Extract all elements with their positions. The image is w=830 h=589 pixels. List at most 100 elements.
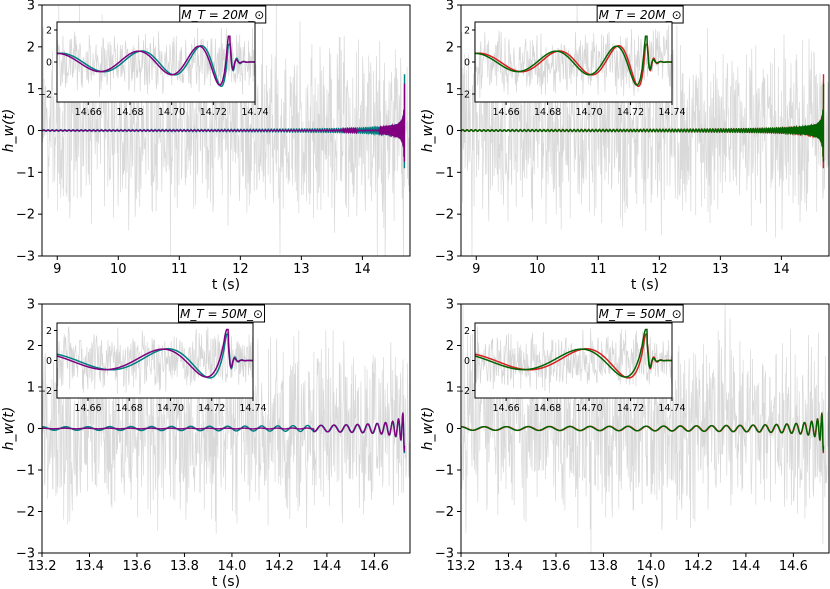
y-tick-label: −2 [435, 208, 454, 223]
mass-label: M_T = 20M_⊙ [596, 5, 684, 24]
inset-plot [57, 27, 255, 97]
mass-label: M_T = 50M_⊙ [596, 304, 684, 323]
x-tick-label: 9 [472, 262, 480, 277]
inset-y-tick-label: 0 [46, 58, 52, 69]
inset-x-tick-label: 14.66 [493, 403, 520, 414]
x-tick-label: 14.4 [731, 559, 760, 574]
inset-plot [475, 25, 672, 99]
inset-series-reconstruction [57, 35, 255, 86]
inset-x-tick-label: 14.70 [575, 403, 602, 414]
x-tick-label: 10 [110, 262, 127, 277]
inset-x-tick-label: 14.74 [658, 107, 685, 118]
inset-series-noise [57, 27, 255, 97]
x-tick-label: 14.2 [684, 559, 713, 574]
inset: 14.66 14.68 14.70 14.72 14.74 −2 0 2 [38, 21, 269, 118]
inset-x-tick-label: 14.72 [617, 403, 644, 414]
y-tick-label: 2 [27, 339, 35, 354]
x-tick-label: 14.6 [360, 559, 389, 574]
inset-plot [475, 326, 672, 393]
plot-area [42, 5, 410, 256]
inset-x-tick-label: 14.68 [116, 403, 143, 414]
inset-y-tick-label: −2 [456, 90, 470, 101]
inset-series-noise [57, 326, 253, 395]
y-tick-label: 0 [27, 124, 35, 139]
inset-x-tick-label: 14.74 [658, 403, 685, 414]
series-noise [461, 304, 829, 553]
plot-area [461, 5, 829, 256]
inset-y-tick-label: −2 [38, 90, 52, 101]
mass-label-text: M_T = 20M_⊙ [181, 8, 264, 22]
y-tick-label: −3 [16, 250, 35, 265]
x-axis-label: t (s) [631, 574, 659, 589]
x-tick-label: 13.4 [494, 559, 523, 574]
inset-y-tick-label: 2 [464, 326, 470, 337]
series-reconstruction [461, 411, 825, 452]
y-tick-label: 3 [446, 0, 454, 14]
x-tick-label: 14 [354, 262, 371, 277]
inset-series-template [475, 333, 672, 379]
inset-series-reconstruction [475, 35, 672, 86]
y-axis-label: h_w(t) [420, 109, 436, 153]
x-tick-label: 14.4 [312, 559, 341, 574]
y-tick-label: −3 [16, 547, 35, 562]
x-tick-label: 12 [651, 262, 668, 277]
inset-x-tick-label: 14.68 [116, 107, 143, 118]
y-tick-label: 2 [27, 40, 35, 55]
x-tick-label: 13.4 [75, 559, 104, 574]
series-reconstruction [461, 83, 825, 162]
inset-series-template [57, 333, 253, 379]
y-axis-label: h_w(t) [420, 407, 436, 451]
x-tick-label: 13 [712, 262, 729, 277]
mass-label-box [596, 304, 684, 323]
mass-label-text: M_T = 20M_⊙ [599, 8, 682, 22]
x-axis-label: t (s) [212, 574, 240, 589]
inset-series-template [57, 43, 255, 88]
inset-plot [57, 326, 253, 395]
inset: 14.66 14.68 14.70 14.72 14.74 −2 0 2 [456, 21, 686, 118]
x-tick-label: 14 [773, 262, 790, 277]
y-tick-label: 3 [446, 298, 454, 313]
inset-y-tick-label: 0 [464, 58, 470, 69]
x-tick-label: 12 [232, 262, 249, 277]
inset-x-tick-label: 14.72 [200, 107, 227, 118]
series-reconstruction [42, 83, 406, 162]
mass-label: M_T = 50M_⊙ [178, 304, 266, 323]
inset: 14.66 14.68 14.70 14.72 14.74 −2 0 2 [38, 322, 267, 414]
y-tick-label: −3 [435, 250, 454, 265]
mass-label-text: M_T = 50M_⊙ [599, 307, 682, 321]
y-tick-label: 3 [27, 298, 35, 313]
y-tick-label: 0 [446, 422, 454, 437]
panel-bottom-right: 13.2 13.4 13.6 13.8 14.0 14.2 14.4 14.6−3−2−101… [420, 298, 830, 589]
x-tick-label: 11 [171, 262, 188, 277]
inset-y-tick-label: 2 [46, 26, 52, 37]
x-tick-label: 13.8 [170, 559, 199, 574]
series-reconstruction [42, 411, 406, 452]
inset-x-tick-label: 14.72 [617, 107, 644, 118]
inset-y-tick-label: 2 [46, 326, 52, 337]
x-tick-label: 13 [293, 262, 310, 277]
y-tick-label: 3 [27, 0, 35, 14]
y-axis-label: h_w(t) [1, 109, 17, 153]
inset-x-tick-label: 14.72 [198, 403, 225, 414]
y-tick-label: 1 [446, 82, 454, 97]
y-tick-label: −1 [16, 464, 35, 479]
y-tick-label: −2 [16, 208, 35, 223]
y-tick-label: −1 [16, 166, 35, 181]
y-tick-label: −1 [435, 464, 454, 479]
panel-bottom-left: 13.2 13.4 13.6 13.8 14.0 14.2 14.4 14.6−3−2−101… [1, 298, 411, 589]
x-tick-label: 11 [590, 262, 607, 277]
inset-y-tick-label: −2 [38, 386, 52, 397]
inset-series-template [475, 43, 672, 88]
y-tick-label: 0 [27, 422, 35, 437]
x-axis-label: t (s) [212, 277, 240, 293]
inset-x-tick-label: 14.68 [534, 403, 561, 414]
x-tick-label: 13.6 [122, 559, 151, 574]
x-tick-label: 13.6 [541, 559, 570, 574]
y-tick-label: −2 [16, 505, 35, 520]
y-axis-label: h_w(t) [1, 407, 17, 451]
x-tick-label: 9 [53, 262, 61, 277]
inset: 14.66 14.68 14.70 14.72 14.74 −2 0 2 [456, 322, 686, 414]
